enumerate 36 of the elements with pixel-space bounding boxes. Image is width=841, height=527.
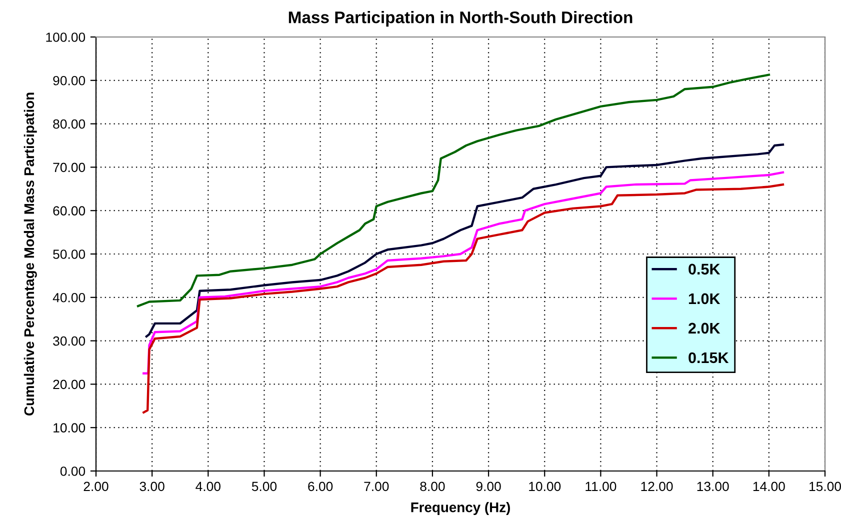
legend-label: 1.0K xyxy=(688,293,720,304)
y-tick-label: 40.00 xyxy=(52,292,86,302)
chart-title: Mass Participation in North-South Direction xyxy=(288,11,632,27)
x-tick-label: 5.00 xyxy=(252,482,277,492)
y-tick-label: 50.00 xyxy=(53,250,86,259)
x-tick-label: 9.00 xyxy=(476,482,501,492)
line-series xyxy=(145,144,784,338)
x-tick-label: 4.00 xyxy=(196,482,220,492)
x-axis-title: Frequency (Hz) xyxy=(411,502,510,515)
x-tick-label: 13.00 xyxy=(697,482,729,492)
x-tick-label: 15.00 xyxy=(810,482,841,492)
legend-label: 2.0K xyxy=(688,322,720,334)
y-tick-label: 90.00 xyxy=(53,76,86,86)
x-tick-label: 11.00 xyxy=(586,482,616,492)
x-tick-label: 6.00 xyxy=(308,482,333,492)
y-tick-label: 10.00 xyxy=(54,423,86,433)
y-tick-label: 60.00 xyxy=(53,206,86,216)
line-series xyxy=(142,171,784,374)
x-tick-label: 10.00 xyxy=(529,482,561,492)
x-tick-label: 7.00 xyxy=(364,482,389,492)
x-tick-label: 3.00 xyxy=(140,482,164,492)
y-tick-label: 30.00 xyxy=(53,336,86,346)
x-tick-label: 12.00 xyxy=(641,482,673,492)
y-tick-label: 70.00 xyxy=(53,162,86,172)
y-tick-label: 0.00 xyxy=(60,466,86,476)
legend-label: 0.5K xyxy=(688,264,720,275)
legend-label: 0.15K xyxy=(688,352,729,364)
y-tick-label: 100.00 xyxy=(46,32,86,42)
y-axis-title: Cumulative Percentage Modal Mass Participation xyxy=(24,92,37,416)
x-tick-label: 2.00 xyxy=(84,482,108,492)
x-tick-label: 8.00 xyxy=(420,482,445,492)
y-tick-label: 80.00 xyxy=(53,119,86,129)
line-series xyxy=(136,74,770,308)
x-tick-label: 14.00 xyxy=(753,482,785,492)
line-series xyxy=(142,183,784,414)
y-tick-label: 20.00 xyxy=(53,380,86,390)
